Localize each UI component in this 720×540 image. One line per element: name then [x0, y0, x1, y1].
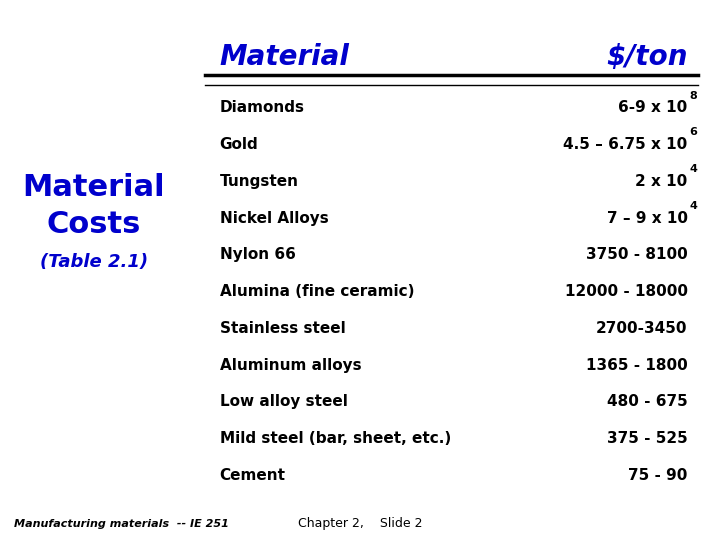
Text: 8: 8 [689, 91, 697, 100]
Text: Aluminum alloys: Aluminum alloys [220, 357, 361, 373]
Text: 6: 6 [689, 127, 697, 137]
Text: 375 - 525: 375 - 525 [607, 431, 688, 446]
Text: 12000 - 18000: 12000 - 18000 [564, 284, 688, 299]
Text: 3750 - 8100: 3750 - 8100 [586, 247, 688, 262]
Text: 1365 - 1800: 1365 - 1800 [586, 357, 688, 373]
Text: Tungsten: Tungsten [220, 174, 299, 189]
Text: Alumina (fine ceramic): Alumina (fine ceramic) [220, 284, 414, 299]
Text: Diamonds: Diamonds [220, 100, 305, 116]
Text: 4: 4 [689, 164, 697, 174]
Text: Nickel Alloys: Nickel Alloys [220, 211, 328, 226]
Text: (Table 2.1): (Table 2.1) [40, 253, 148, 272]
Text: Material: Material [220, 43, 349, 71]
Text: 7 – 9 x 10: 7 – 9 x 10 [606, 211, 688, 226]
Text: 480 - 675: 480 - 675 [607, 394, 688, 409]
Text: 4: 4 [689, 201, 697, 211]
Text: 4.5 – 6.75 x 10: 4.5 – 6.75 x 10 [563, 137, 688, 152]
Text: Mild steel (bar, sheet, etc.): Mild steel (bar, sheet, etc.) [220, 431, 451, 446]
Text: Nylon 66: Nylon 66 [220, 247, 295, 262]
Text: 2 x 10: 2 x 10 [635, 174, 688, 189]
Text: $/ton: $/ton [606, 43, 688, 71]
Text: Low alloy steel: Low alloy steel [220, 394, 348, 409]
Text: Gold: Gold [220, 137, 258, 152]
Text: 6-9 x 10: 6-9 x 10 [618, 100, 688, 116]
Text: 2700-3450: 2700-3450 [596, 321, 688, 336]
Text: Chapter 2,    Slide 2: Chapter 2, Slide 2 [298, 517, 422, 530]
Text: 75 - 90: 75 - 90 [629, 468, 688, 483]
Text: Stainless steel: Stainless steel [220, 321, 346, 336]
Text: Material: Material [22, 173, 165, 202]
Text: Manufacturing materials  -- IE 251: Manufacturing materials -- IE 251 [14, 519, 229, 529]
Text: Costs: Costs [46, 210, 141, 239]
Text: Cement: Cement [220, 468, 286, 483]
